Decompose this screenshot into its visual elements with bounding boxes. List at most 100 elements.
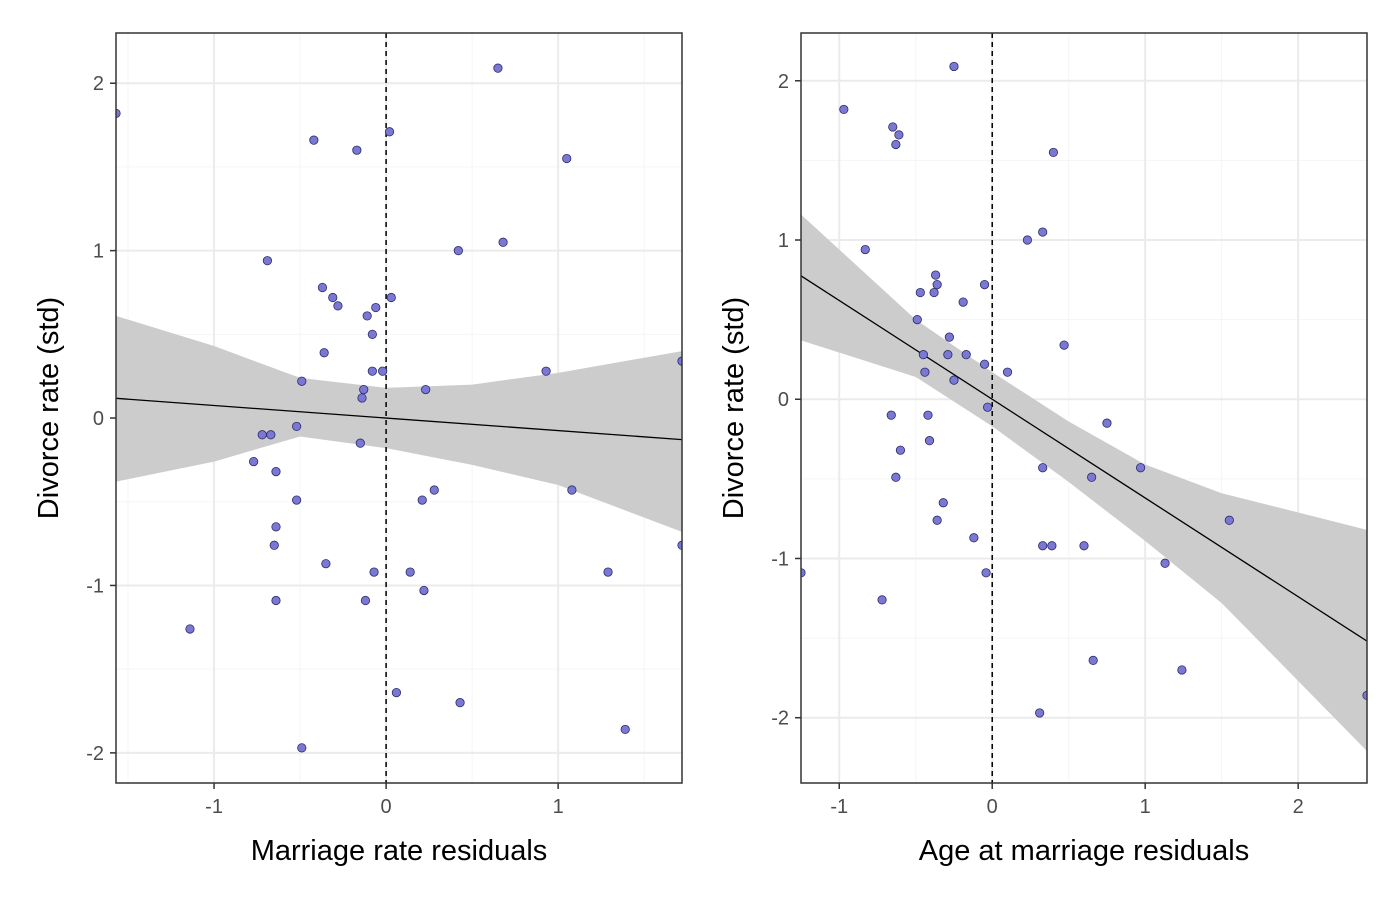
data-point [979, 279, 990, 290]
data-point [271, 595, 281, 606]
y-tick-label: 2 [93, 73, 104, 95]
data-point [1002, 367, 1013, 377]
data-point [357, 393, 367, 403]
data-point [981, 568, 991, 578]
data-point [1160, 558, 1170, 568]
data-point [932, 515, 942, 525]
x-tick-label: -1 [830, 796, 848, 818]
data-point [1362, 690, 1367, 701]
data-point [352, 145, 362, 155]
data-point [1136, 463, 1146, 473]
x-axis-title: Age at marriage residuals [919, 835, 1249, 867]
data-point [1038, 541, 1048, 551]
regression-line [801, 275, 1367, 642]
x-tick-label: -1 [205, 796, 223, 818]
confidence-band [801, 214, 1367, 752]
data-point [1022, 235, 1033, 245]
data-point [328, 292, 338, 303]
data-point [1224, 515, 1234, 525]
data-point [932, 279, 942, 290]
data-point [1177, 665, 1187, 675]
data-point [839, 104, 849, 115]
y-tick-label: -2 [86, 743, 104, 765]
data-point [938, 498, 948, 508]
data-point [367, 329, 377, 339]
y-tick-label: -2 [771, 708, 789, 730]
data-point [918, 350, 928, 360]
confidence-band [116, 315, 682, 532]
data-point [603, 567, 613, 577]
data-point [949, 61, 959, 72]
data-point [266, 430, 276, 440]
data-point [801, 568, 806, 578]
data-point [979, 359, 990, 369]
x-tick-label: 1 [1140, 796, 1151, 818]
y-tick-label: -1 [771, 548, 789, 570]
data-point [321, 559, 331, 569]
data-point [185, 624, 195, 634]
panel-border [800, 32, 1368, 784]
plot-area [801, 33, 1367, 783]
x-tick-label: 0 [987, 796, 998, 818]
y-tick-label: 0 [93, 408, 104, 430]
data-point [924, 436, 935, 446]
data-point [355, 438, 365, 448]
data-point [915, 287, 925, 298]
data-point [943, 350, 953, 360]
y-tick-label: 0 [778, 389, 789, 411]
data-point [888, 122, 898, 132]
data-point [384, 127, 395, 137]
data-point [455, 698, 465, 708]
right-scatter-panel: -1 0 1 2 -2 -1 0 1 2 Age at marriage residuals Div… [718, 32, 1368, 867]
data-point [567, 485, 577, 495]
data-point [969, 533, 979, 543]
data-point [257, 430, 267, 440]
data-point [1038, 227, 1048, 237]
data-point [983, 402, 993, 412]
data-point [1038, 463, 1048, 473]
data-point [1059, 340, 1069, 350]
data-point [920, 367, 930, 377]
data-point [309, 135, 319, 145]
data-point [271, 467, 281, 477]
data-point [1047, 541, 1057, 551]
plot-area [116, 33, 682, 783]
data-point [378, 366, 388, 376]
data-point [886, 410, 896, 420]
data-point [931, 270, 941, 280]
data-point [895, 445, 906, 455]
data-point [453, 246, 463, 256]
data-point [367, 366, 377, 376]
data-point [929, 287, 939, 298]
x-tick-label: 0 [381, 796, 392, 818]
regression-line [116, 397, 682, 441]
data-point [860, 244, 870, 255]
data-point [269, 540, 279, 550]
data-point [386, 292, 396, 303]
data-point [1088, 655, 1098, 665]
x-tick-label: 1 [553, 796, 564, 818]
data-point [877, 595, 887, 605]
data-point [1102, 418, 1112, 428]
data-point [249, 456, 259, 467]
y-tick-label: 1 [93, 241, 104, 263]
data-point [912, 315, 922, 325]
data-point [297, 743, 307, 753]
data-point [894, 130, 904, 140]
data-point [262, 256, 272, 266]
data-point [360, 595, 371, 606]
data-point [1087, 472, 1097, 482]
data-point [949, 375, 959, 385]
data-point [498, 237, 508, 247]
data-point [620, 724, 630, 735]
data-point [944, 332, 954, 342]
data-point [317, 282, 328, 293]
y-tick-label: -1 [86, 575, 104, 597]
data-point [333, 301, 343, 311]
data-point [419, 585, 429, 596]
data-point [297, 376, 307, 386]
data-point [1035, 708, 1045, 718]
data-point [429, 485, 439, 495]
data-point [359, 384, 369, 395]
